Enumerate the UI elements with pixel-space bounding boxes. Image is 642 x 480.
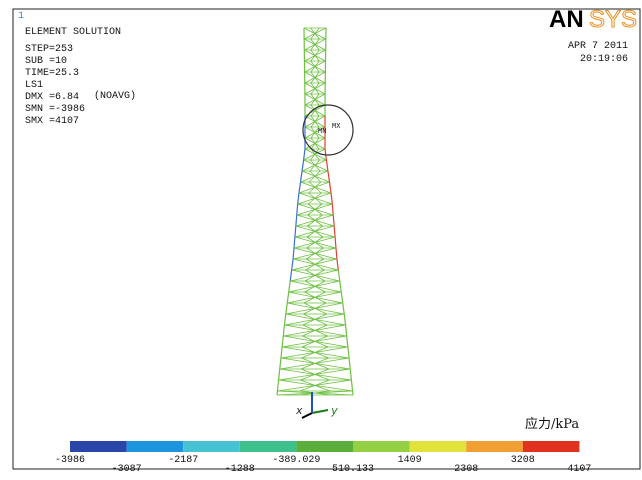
legend-title: 应力/kPa [525,416,579,432]
color-band [410,441,467,452]
logo-sys: SYS [589,6,637,33]
color-band [127,441,184,452]
legend-label: 3208 [511,455,535,466]
info-line: LS1 [25,80,43,91]
legend-label: 1409 [398,455,422,466]
window-id: 1 [18,11,24,22]
legend-label: -2187 [168,455,198,466]
info-line: SMX =4107 [25,116,79,127]
legend-label: -3986 [55,455,85,466]
info-line: SUB =10 [25,56,67,67]
color-band [240,441,297,452]
color-band [296,441,353,452]
legend-label: 4107 [567,464,591,475]
info-title: ELEMENT SOLUTION [25,27,121,38]
info-line: DMX =6.84 [25,92,79,103]
ansys-plot: 1 ELEMENT SOLUTION STEP=253SUB =10TIME=2… [0,0,642,475]
info-line: SMN =-3986 [25,104,85,115]
triad-x-label: x [295,406,303,418]
legend-label: 510.133 [332,464,374,475]
legend-label: -389.029 [272,455,320,466]
color-band [183,441,240,452]
info-line: STEP=253 [25,44,73,55]
logo-an: AN [549,6,584,33]
legend-label: -3087 [112,464,142,475]
legend-label: -1288 [225,464,255,475]
time: 20:19:06 [580,54,628,65]
date: APR 7 2011 [568,41,628,52]
min-marker: MN [318,128,326,136]
color-band [466,441,523,452]
color-band [353,441,410,452]
avg-mode: (NOAVG) [94,90,136,102]
max-marker: MX [332,123,341,131]
color-band [70,441,127,452]
legend-label: 2308 [454,464,478,475]
info-line: TIME=25.3 [25,68,79,79]
color-band [523,441,580,452]
triad-y-label: y [330,406,338,418]
